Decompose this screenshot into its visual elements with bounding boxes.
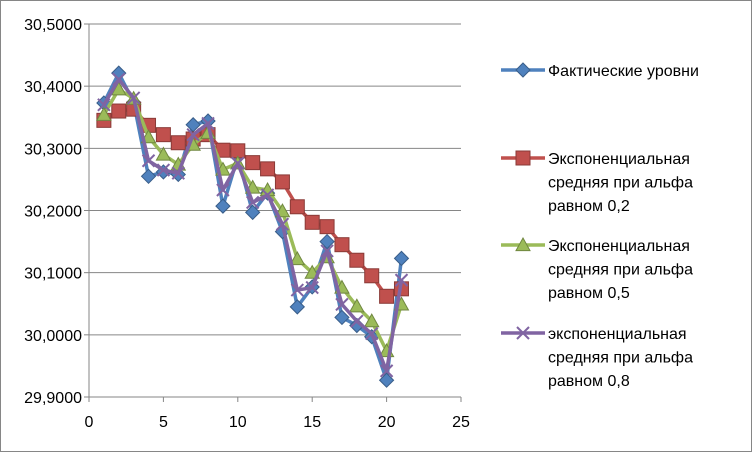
series-3-point xyxy=(289,250,306,266)
series-4-point xyxy=(171,166,185,180)
x-tick-label: 10 xyxy=(229,414,247,431)
legend-label: экспоненциальная средняя при альфа равном … xyxy=(548,326,693,390)
series-4-point xyxy=(275,217,290,231)
series-3-point xyxy=(155,146,172,161)
legend-marker xyxy=(515,236,531,252)
series-1-point xyxy=(244,204,261,221)
series-2-point xyxy=(349,252,365,268)
series-4-point xyxy=(156,163,171,177)
series-4-point xyxy=(216,183,230,197)
series-4-point xyxy=(290,283,305,297)
legend-marker xyxy=(515,62,531,78)
legend-label: Экспоненциальная средняя при альфа равном … xyxy=(548,151,693,215)
x-tick-label: 20 xyxy=(378,414,396,431)
legend-item-3: Экспоненциальная средняя при альфа равном … xyxy=(501,236,693,302)
series-4-point xyxy=(260,188,275,202)
series-2-point xyxy=(155,127,171,143)
series-4-point xyxy=(186,127,200,142)
series-4-point xyxy=(126,91,141,105)
series-2-point xyxy=(245,155,261,171)
legend: Фактические уровни Экспоненциальная средня… xyxy=(501,62,699,390)
series-3-point xyxy=(363,313,380,328)
y-tick-label: 30,0000 xyxy=(24,328,82,345)
series-4-point xyxy=(97,98,111,112)
series-4-point xyxy=(141,154,156,168)
series-4 xyxy=(97,72,409,378)
series-3-point xyxy=(96,106,112,121)
legend-label: Фактические уровни xyxy=(548,63,699,80)
series-4-point xyxy=(350,314,364,328)
legend-item-1: Фактические уровни xyxy=(501,62,699,80)
y-tick-label: 29,9000 xyxy=(24,390,82,407)
series-4-point xyxy=(335,297,349,312)
series-4-point xyxy=(245,195,260,210)
legend-marker xyxy=(515,150,531,166)
series-2-point xyxy=(334,237,350,253)
y-tick-label: 30,4000 xyxy=(24,79,82,96)
y-tick-label: 30,1000 xyxy=(24,266,82,283)
y-tick-label: 30,2000 xyxy=(24,204,82,221)
series-4-point xyxy=(231,156,245,170)
legend-marker xyxy=(516,326,530,340)
series-4-point xyxy=(394,273,409,287)
series-3-point xyxy=(348,298,365,313)
series-1-point xyxy=(334,309,350,326)
legend-label: Экспоненциальная средняя при альфа равном … xyxy=(548,238,693,302)
axes xyxy=(84,23,462,402)
series-1-point xyxy=(215,198,231,214)
series-2-point xyxy=(319,219,335,235)
legend-item-2: Экспоненциальная средняя при альфа равном … xyxy=(501,150,693,215)
y-tick-label: 30,3000 xyxy=(24,141,82,158)
series-1-point xyxy=(319,233,335,250)
series-2-point xyxy=(274,174,290,190)
series-2-point xyxy=(289,199,305,215)
x-tick-label: 0 xyxy=(85,414,94,431)
series-4-point xyxy=(112,72,126,87)
series-1-point xyxy=(378,372,395,388)
series-4-point xyxy=(305,280,319,295)
series-2-point xyxy=(364,268,380,284)
series-1-point xyxy=(140,168,157,185)
x-tick-label: 25 xyxy=(452,414,470,431)
series-2-point xyxy=(111,103,127,119)
x-tick-labels: 0 5 10 15 20 25 xyxy=(85,414,470,431)
series-1 xyxy=(96,65,410,388)
series-4-point xyxy=(365,326,379,341)
series-group xyxy=(96,65,410,388)
series-2-point xyxy=(260,161,276,177)
series-2-point xyxy=(170,135,186,151)
legend-item-4: экспоненциальная средняя при альфа равном … xyxy=(501,326,693,390)
series-1-point xyxy=(289,299,306,315)
y-tick-label: 30,5000 xyxy=(24,17,82,34)
x-tick-label: 5 xyxy=(159,414,168,431)
series-2-point xyxy=(379,288,395,304)
series-1-point xyxy=(393,250,410,267)
y-tick-labels: 29,9000 30,0000 30,1000 30,2000 30,3000 30,40… xyxy=(24,17,82,407)
series-4-point xyxy=(320,244,334,258)
series-4-point xyxy=(379,364,394,378)
series-4-point xyxy=(201,116,215,131)
series-2-point xyxy=(304,214,320,230)
series-2 xyxy=(96,101,409,304)
x-tick-label: 15 xyxy=(303,414,321,431)
